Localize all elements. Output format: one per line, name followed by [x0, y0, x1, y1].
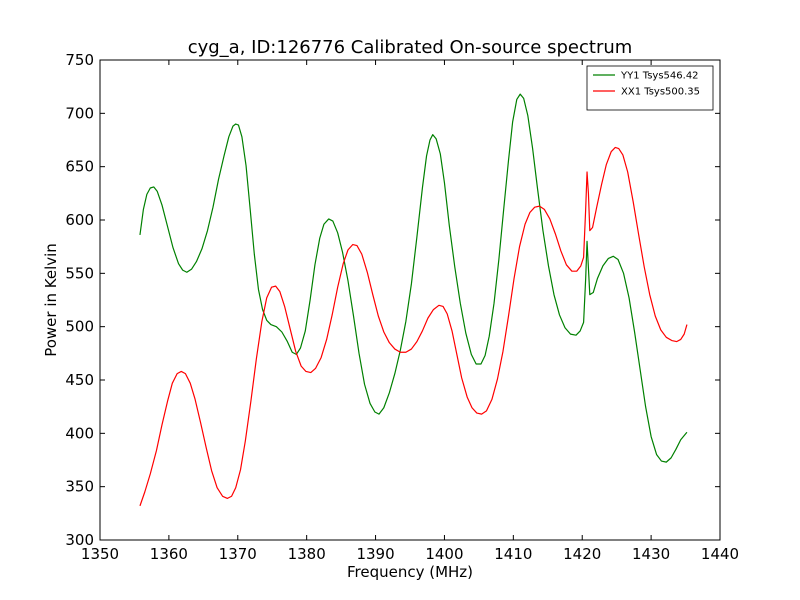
series-line-1 — [139, 93, 688, 463]
legend-label-1: YY1 Tsys546.42 — [620, 71, 699, 82]
x-tick-label: 1350 — [81, 545, 119, 563]
legend: YY1 Tsys546.42 XX1 Tsys500.35 — [586, 65, 714, 111]
x-tick-label: 1400 — [425, 545, 463, 563]
y-tick-label: 700 — [65, 104, 94, 122]
y-tick-label: 600 — [65, 211, 94, 229]
y-tick-label: 550 — [65, 264, 94, 282]
legend-box — [586, 65, 714, 111]
legend-label-2: XX1 Tsys500.35 — [621, 87, 700, 98]
y-axis-label: Power in Kelvin — [42, 243, 60, 357]
series-line-2 — [139, 146, 688, 507]
x-tick-label: 1440 — [701, 545, 739, 563]
x-tick-label: 1430 — [632, 545, 670, 563]
x-tick-label: 1360 — [150, 545, 188, 563]
y-tick-label: 750 — [65, 51, 94, 69]
x-tick-label: 1370 — [219, 545, 257, 563]
y-tick-label: 650 — [65, 158, 94, 176]
plot-area: 1350 1360 1370 1380 1390 1400 1410 1420 1430 1440… — [65, 51, 739, 563]
x-tick-label: 1410 — [494, 545, 532, 563]
y-tick-label: 450 — [65, 371, 94, 389]
chart-title: cyg_a, ID:126776 Calibrated On-source sp… — [188, 37, 633, 58]
y-tick-label: 350 — [65, 478, 94, 496]
x-tick-label: 1420 — [563, 545, 601, 563]
y-tick-label: 500 — [65, 318, 94, 336]
axes-frame — [99, 59, 721, 541]
x-tick-label: 1380 — [288, 545, 326, 563]
x-axis-label: Frequency (MHz) — [347, 563, 473, 581]
y-tick-label: 400 — [65, 424, 94, 442]
x-tick-label: 1390 — [356, 545, 394, 563]
y-tick-label: 300 — [65, 531, 94, 549]
